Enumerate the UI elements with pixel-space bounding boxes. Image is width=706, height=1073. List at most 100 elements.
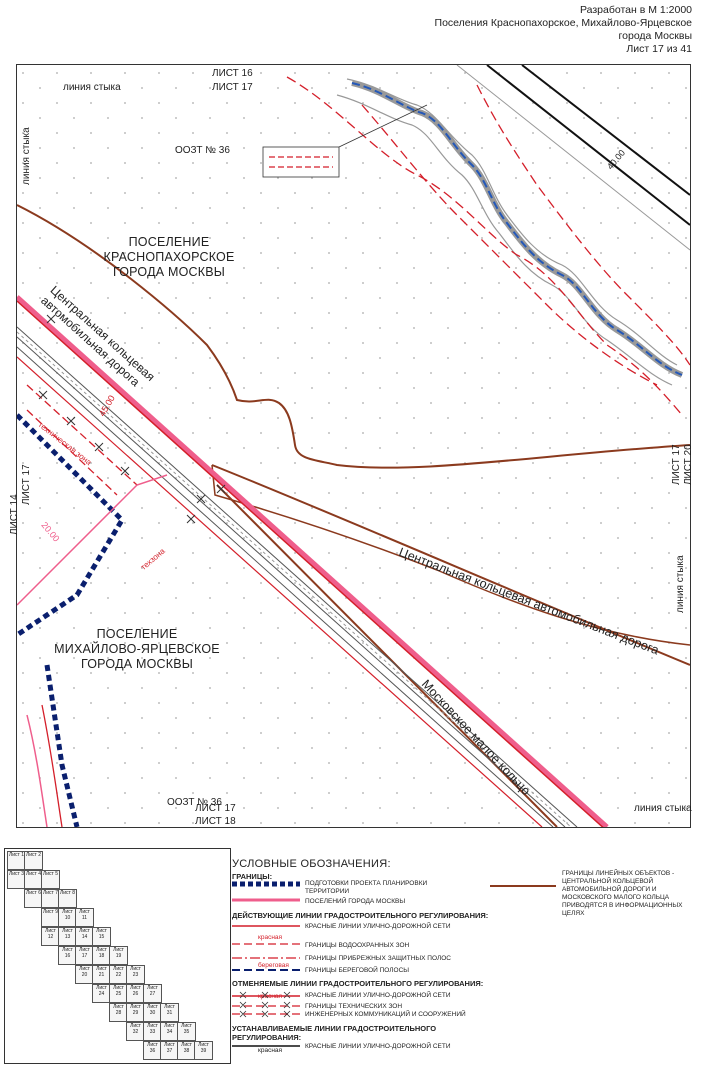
legend-b2: ПОСЕЛЕНИЙ ГОРОДА МОСКВЫ [305, 898, 406, 905]
sheet-index-cell: Лист 28 [109, 1003, 128, 1022]
settlement-mikhaylovo: ПОСЕЛЕНИЕ МИХАЙЛОВО-ЯРЦЕВСКОЕ ГОРОДА МОС… [54, 627, 220, 671]
legend-s1: КРАСНЫЕ ЛИНИИ УЛИЧНО-ДОРОЖНОЙ СЕТИ [305, 1043, 451, 1050]
red-line-south [17, 356, 543, 827]
legend-a1: КРАСНЫЕ ЛИНИИ УЛИЧНО-ДОРОЖНОЙ СЕТИ [305, 923, 451, 930]
legend-c1: КРАСНЫЕ ЛИНИИ УЛИЧНО-ДОРОЖНОЙ СЕТИ [305, 992, 451, 999]
sheet-index-cell: Лист 13 [58, 927, 77, 946]
sheet-left-a: ЛИСТ 14 [9, 494, 20, 535]
river-shore-line [351, 82, 683, 376]
road-edge-a [17, 326, 578, 827]
sheet-index-cell: Лист 19 [109, 946, 128, 965]
sheet-index: Лист 1 Лист 2 Лист 3 Лист 4 Лист 5 Лист 6 Лист… [4, 848, 231, 1064]
sheet-index-cell: Лист 10 [58, 908, 77, 927]
road-edge-b [17, 336, 566, 827]
mmk-boundary [216, 484, 558, 827]
planning-boundary-2 [44, 664, 80, 827]
legend-swatches [232, 881, 556, 1047]
legend-a1-tag: красная [258, 934, 283, 941]
sheet-index-cell: Лист 25 [109, 984, 128, 1003]
sheet-index-cell: Лист 38 [177, 1041, 196, 1060]
callout-box [262, 146, 340, 178]
road-edge-1 [486, 65, 690, 226]
sheet-index-cell: Лист 21 [92, 965, 111, 984]
ckad-boundary-inner [211, 464, 690, 646]
legend-a3-tag: береговая [258, 962, 289, 969]
sheet-index-cell: Лист 4 [24, 870, 43, 889]
settlement-krasnopakhorskoe: ПОСЕЛЕНИЕ КРАСНОПАХОРСКОЕ ГОРОДА МОСКВЫ [103, 235, 235, 279]
legend-c2: ГРАНИЦЫ ТЕХНИЧЕСКИХ ЗОН ИНЖЕНЕРНЫХ КОММУН… [305, 1003, 466, 1018]
cancelled-red-line [26, 384, 138, 486]
sheet-index-cell: Лист 31 [160, 1003, 179, 1022]
legend-set: УСТАНАВЛИВАЕМЫЕ ЛИНИИ ГРАДОСТРОИТЕЛЬНОГО… [232, 1024, 437, 1042]
sheet-right-b: ЛИСТ 20 [683, 444, 694, 485]
city-text: города Москвы [618, 30, 692, 42]
legend-a2: ГРАНИЦЫ ВОДООХРАННЫХ ЗОН [305, 942, 410, 949]
scale-text: Разработан в М 1:2000 [579, 4, 692, 16]
map-frame: ЛИСТ 16 ЛИСТ 17 линия стыка ООЗТ № 36 ОО… [9, 64, 694, 828]
settlements-text: Поселения Краснопахорское, Михайлово-Ярц… [434, 17, 692, 29]
sheet-index-cell: Лист 14 [75, 927, 94, 946]
sheet-top-b: ЛИСТ 17 [212, 82, 253, 93]
joint-right: линия стыка [675, 555, 686, 613]
road-edge-3 [456, 65, 690, 251]
sheet-index-cell: Лист 15 [92, 927, 111, 946]
cancelled-tech-zone [26, 409, 118, 496]
map-canvas [17, 65, 690, 827]
road-edge-c [17, 346, 554, 827]
sheet-top-a: ЛИСТ 16 [212, 68, 253, 79]
sheet-index-cell: Лист 29 [126, 1003, 145, 1022]
legend-cancel: ОТМЕНЯЕМЫЕ ЛИНИИ ГРАДОСТРОИТЕЛЬНОГО РЕГУ… [232, 979, 484, 988]
ckad-boundary-north [17, 204, 690, 469]
joint-top: линия стыка [63, 82, 121, 93]
legend-b1: ПОДГОТОВКИ ПРОЕКТА ПЛАНИРОВКИ ТЕРРИТОРИИ [305, 880, 428, 895]
ckad-boundary-south [211, 464, 690, 666]
legend-title: УСЛОВНЫЕ ОБОЗНАЧЕНИЯ: [232, 858, 391, 870]
oozt-top: ООЗТ № 36 [175, 145, 230, 156]
sheet-index-cell: Лист 3 [7, 870, 26, 889]
sheet-right-a: ЛИСТ 17 [671, 444, 682, 485]
sheet-index-cell: Лист 34 [160, 1022, 179, 1041]
river-bank-top [346, 78, 678, 366]
sheet-index-cell: Лист 32 [126, 1022, 145, 1041]
sheet-bottom-a: ЛИСТ 17 [195, 803, 236, 814]
water-zone-line-1 [286, 76, 683, 416]
sheet-bottom-b: ЛИСТ 18 [195, 816, 236, 827]
oozt-bottom: ООЗТ № 36 [167, 797, 222, 808]
sheet-index-cell: Лист 11 [75, 908, 94, 927]
water-zone-line-3 [361, 104, 658, 386]
legend-a3: ГРАНИЦЫ ПРИБРЕЖНЫХ ЗАЩИТНЫХ ПОЛОС [305, 955, 451, 962]
legend-s1-tag: красная [258, 1047, 283, 1054]
joint-left: линия стыка [21, 127, 32, 185]
planning-boundary-1 [17, 413, 126, 638]
legend-borders: ГРАНИЦЫ: [232, 872, 273, 881]
title-block: Разработан в М 1:2000 Поселения Краснопа… [435, 4, 692, 56]
river-bank-bottom [336, 94, 673, 386]
road-axis [17, 331, 572, 827]
settlement-border-2 [17, 474, 168, 606]
sheet-index-cell: Лист 8 [58, 889, 77, 908]
settlement-red-line [41, 704, 63, 827]
settlement-border [17, 295, 609, 827]
cancel-marks [38, 314, 226, 524]
sheet-left-b: ЛИСТ 17 [21, 464, 32, 505]
legend-active: ДЕЙСТВУЮЩИЕ ЛИНИИ ГРАДОСТРОИТЕЛЬНОГО РЕГ… [232, 911, 489, 920]
road-edge-2 [521, 65, 690, 196]
callout-leader [338, 104, 428, 148]
water-zone-line-2 [476, 84, 690, 366]
sheet-index-cell: Лист 5 [41, 870, 60, 889]
sheet-index-cell: Лист 35 [177, 1022, 196, 1041]
sheet-index-cell: Лист 27 [143, 984, 162, 1003]
sheet-index-cell: Лист 18 [92, 946, 111, 965]
joint-bottom: линия стыка [634, 803, 692, 814]
forest-pattern [17, 65, 690, 827]
sheet-index-cell: Лист 30 [143, 1003, 162, 1022]
red-line [17, 300, 604, 827]
legend-right: ГРАНИЦЫ ЛИНЕЙНЫХ ОБЪЕКТОВ - ЦЕНТРАЛЬНОЙ К… [562, 870, 683, 917]
legend-panel: Лист 1 Лист 2 Лист 3 Лист 4 Лист 5 Лист 6 Лист… [0, 836, 706, 1073]
sheet-index-cell: Лист 23 [126, 965, 145, 984]
settlement-border-3 [26, 714, 48, 827]
legend-a4: ГРАНИЦЫ БЕРЕГОВОЙ ПОЛОСЫ [305, 967, 410, 974]
sheet-number: Лист 17 из 41 [626, 43, 692, 55]
sheet-index-cell: Лист 39 [194, 1041, 213, 1060]
sheet-index-cell: Лист 2 [24, 851, 43, 870]
